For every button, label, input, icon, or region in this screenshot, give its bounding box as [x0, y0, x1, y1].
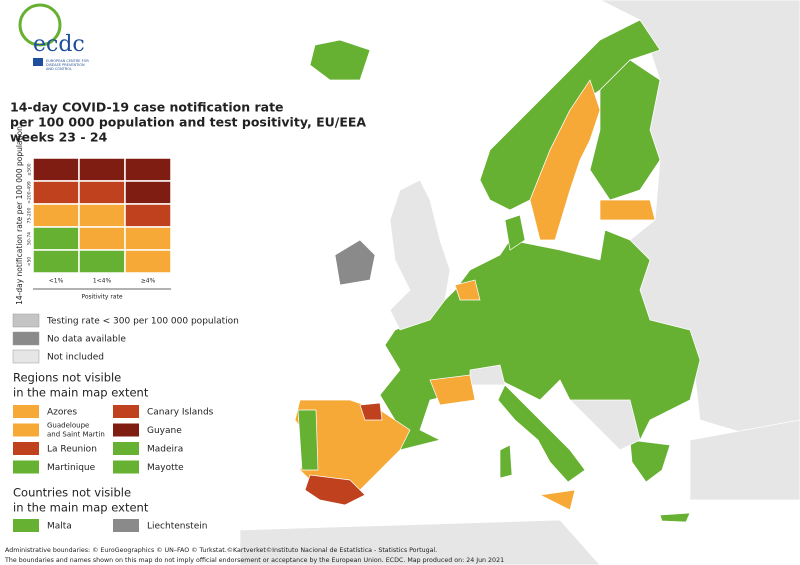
- eu-flag: [33, 58, 43, 66]
- sardinia: [499, 444, 513, 479]
- legend-swatch: [113, 519, 139, 532]
- legend-label: No data available: [47, 335, 126, 345]
- portugal: [297, 409, 319, 471]
- logo-subtitle: EUROPEAN CENTRE FOR: [46, 59, 89, 63]
- uk: [389, 179, 451, 331]
- section-title: in the main map extent: [13, 501, 149, 515]
- section-title: Regions not visible: [13, 371, 121, 385]
- map: [239, 0, 800, 565]
- france-region: [429, 374, 476, 406]
- italy: [497, 384, 586, 483]
- matrix-cell: [32, 203, 80, 228]
- title: per 100 000 population and test positivi…: [10, 115, 366, 130]
- matrix-row-label: >200-499: [27, 181, 33, 204]
- matrix-x-label: Positivity rate: [81, 294, 122, 301]
- legend-label: Liechtenstein: [147, 522, 207, 532]
- matrix-column-label: ≥4%: [141, 278, 156, 285]
- matrix-cell: [78, 226, 126, 251]
- matrix-cell: [78, 157, 126, 182]
- greece: [629, 439, 671, 483]
- turkey: [689, 419, 800, 501]
- legend-swatch: [113, 405, 139, 418]
- matrix-cell: [124, 157, 172, 182]
- legend-swatch: [12, 349, 40, 364]
- matrix-row-label: ≥500: [27, 163, 33, 175]
- matrix-cell: [124, 226, 172, 251]
- logo-subtitle: DISEASE PREVENTION: [46, 63, 85, 67]
- legend-swatch: [113, 460, 139, 474]
- legend-label: Guyane: [147, 426, 182, 436]
- matrix-row-label: 75-200: [27, 207, 33, 223]
- legend-label: Mayotte: [147, 463, 184, 473]
- title: weeks 23 - 24: [10, 130, 108, 145]
- matrix-cell: [124, 249, 172, 274]
- logo: ecdc: [18, 3, 85, 66]
- sweden: [529, 79, 601, 241]
- north-africa: [239, 519, 601, 565]
- legend-label: Guadeloupe: [47, 422, 89, 430]
- legend-label: La Reunion: [47, 445, 97, 455]
- basque: [359, 402, 383, 421]
- section-title: in the main map extent: [13, 386, 149, 400]
- matrix-cell: [32, 249, 80, 274]
- legend-swatch: [13, 405, 39, 418]
- matrix-cell: [78, 249, 126, 274]
- matrix-cell: [78, 180, 126, 205]
- benelux: [454, 279, 481, 301]
- ireland: [334, 239, 376, 286]
- logo-text: ecdc: [33, 32, 85, 57]
- finland: [589, 59, 661, 201]
- matrix-column-label: <1%: [49, 278, 64, 285]
- andalusia: [304, 474, 366, 506]
- section-title: Countries not visible: [13, 486, 131, 500]
- matrix-cell: [124, 203, 172, 228]
- denmark: [504, 214, 526, 251]
- legend-label: Canary Islands: [147, 408, 214, 418]
- iceland: [309, 39, 371, 81]
- logo-globe: [18, 3, 62, 47]
- legend-label: Azores: [47, 408, 77, 418]
- matrix-cell: [32, 180, 80, 205]
- matrix-cell: [32, 157, 80, 182]
- legend-label: Malta: [47, 522, 72, 532]
- legend-swatch: [13, 423, 39, 437]
- logo-subtitle: AND CONTROL: [46, 67, 72, 71]
- matrix-column-label: 1<4%: [93, 278, 112, 285]
- balkans: [569, 399, 641, 451]
- matrix-row-label: <50: [27, 257, 33, 267]
- legend-swatch: [12, 313, 40, 328]
- title: 14-day COVID-19 case notification rate: [10, 100, 284, 115]
- matrix-y-label: 14-day notification rate per 100 000 pop…: [15, 126, 24, 305]
- footer: Administrative boundaries: © EuroGeograp…: [5, 546, 437, 554]
- crete: [659, 512, 691, 523]
- legend-swatch: [113, 442, 139, 455]
- legend-swatch: [13, 442, 39, 455]
- legend-label: Martinique: [47, 463, 96, 473]
- estonia: [599, 199, 656, 221]
- legend-label: Not included: [47, 353, 104, 363]
- legend-swatch: [113, 423, 139, 437]
- legend-swatch: [12, 331, 40, 346]
- legend-swatch: [13, 519, 39, 532]
- matrix-cell: [78, 203, 126, 228]
- legend-label: Testing rate < 300 per 100 000 populatio…: [46, 317, 239, 327]
- legend-swatch: [13, 460, 39, 474]
- matrix-cell: [124, 180, 172, 205]
- sicily: [538, 489, 576, 511]
- matrix-row-label: 50-74: [27, 232, 33, 245]
- matrix-cell: [32, 226, 80, 251]
- footer: The boundaries and names shown on this m…: [4, 557, 504, 564]
- legend-label: Madeira: [147, 445, 183, 455]
- legend-label: and Saint Martin: [47, 431, 105, 439]
